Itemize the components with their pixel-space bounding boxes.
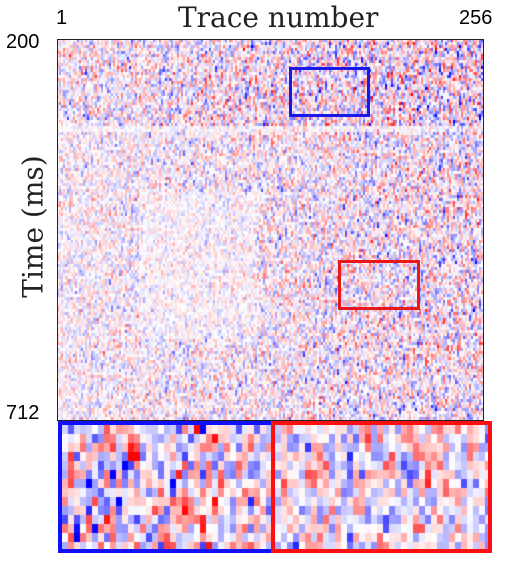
blue-zoom-inset <box>58 421 279 553</box>
x-tick-start: 1 <box>56 7 68 29</box>
red-highlight-box <box>338 260 420 310</box>
x-tick-end: 256 <box>459 7 493 29</box>
seismic-section-image <box>57 39 484 421</box>
red-zoom-inset <box>271 421 492 553</box>
blue-highlight-box <box>289 67 370 117</box>
y-tick-start: 200 <box>6 31 40 53</box>
y-tick-end: 712 <box>6 402 40 424</box>
y-axis-label: Time (ms) <box>16 155 50 298</box>
plot-title: Trace number <box>178 1 379 34</box>
